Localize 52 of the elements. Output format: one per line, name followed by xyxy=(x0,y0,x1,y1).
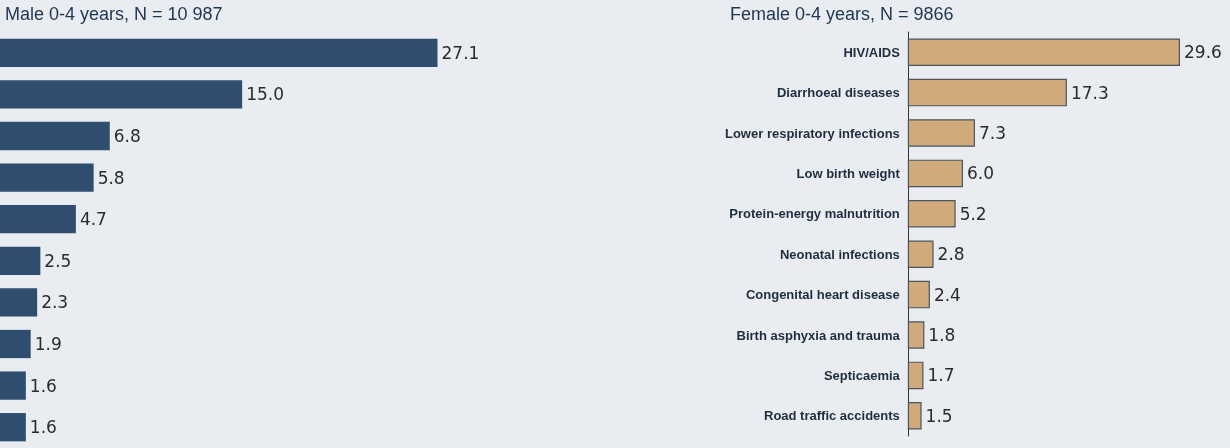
data-label: 5.8 xyxy=(97,167,125,188)
data-label: 1.8 xyxy=(928,325,956,345)
data-label: 5.2 xyxy=(959,203,987,224)
bar xyxy=(0,80,243,109)
data-label: 2.5 xyxy=(44,250,72,271)
data-label: 6.0 xyxy=(966,163,995,184)
y-tick-label: Neonatal infections xyxy=(779,246,900,262)
bar xyxy=(0,413,26,442)
bar xyxy=(0,329,31,359)
bar xyxy=(0,38,438,67)
y-tick-label: Low birth weight xyxy=(796,165,901,181)
y-tick-label: Septicaemia xyxy=(823,367,901,383)
bar xyxy=(907,280,930,309)
data-label: 2.8 xyxy=(937,244,965,265)
bar xyxy=(0,371,26,400)
bar xyxy=(907,200,956,228)
y-tick-label: Protein-energy malnutrition xyxy=(729,206,900,222)
data-label: 7.3 xyxy=(978,123,1006,143)
y-tick-label: Congenital heart disease xyxy=(745,287,900,303)
bar xyxy=(907,321,925,349)
data-label: 1.6 xyxy=(29,375,57,396)
data-label: 1.7 xyxy=(927,365,955,386)
data-label: 27.1 xyxy=(441,42,480,63)
bar xyxy=(907,119,975,147)
bar xyxy=(0,288,38,317)
y-tick-label: Lower respiratory infections xyxy=(724,125,900,141)
chart-title: Male 0-4 years, N = 10 987 xyxy=(5,4,223,24)
bar xyxy=(0,205,76,234)
chart-title: Female 0-4 years, N = 9866 xyxy=(730,4,954,24)
y-tick-label: Birth asphyxia and trauma xyxy=(736,327,901,343)
y-tick-label: Diarrhoeal diseases xyxy=(776,85,900,101)
data-label: 1.9 xyxy=(34,334,62,354)
data-label: 2.4 xyxy=(933,284,961,305)
bar xyxy=(0,163,94,192)
bar xyxy=(907,361,924,390)
data-label: 4.7 xyxy=(79,209,107,230)
bar xyxy=(907,38,1180,66)
data-label: 1.6 xyxy=(29,417,57,438)
bar xyxy=(907,159,963,188)
data-label: 6.8 xyxy=(113,126,141,146)
data-label: 1.5 xyxy=(925,405,953,426)
data-label: 17.3 xyxy=(1070,82,1109,103)
data-label: 29.6 xyxy=(1184,42,1222,63)
bar xyxy=(907,78,1067,107)
data-label: 2.3 xyxy=(41,292,69,313)
bar xyxy=(907,402,922,430)
y-tick-label: Road traffic accidents xyxy=(763,408,900,424)
y-tick-label: HIV/AIDS xyxy=(843,44,901,60)
bar xyxy=(0,246,41,275)
data-label: 15.0 xyxy=(246,84,285,105)
bar xyxy=(0,121,110,151)
bar xyxy=(907,240,934,268)
